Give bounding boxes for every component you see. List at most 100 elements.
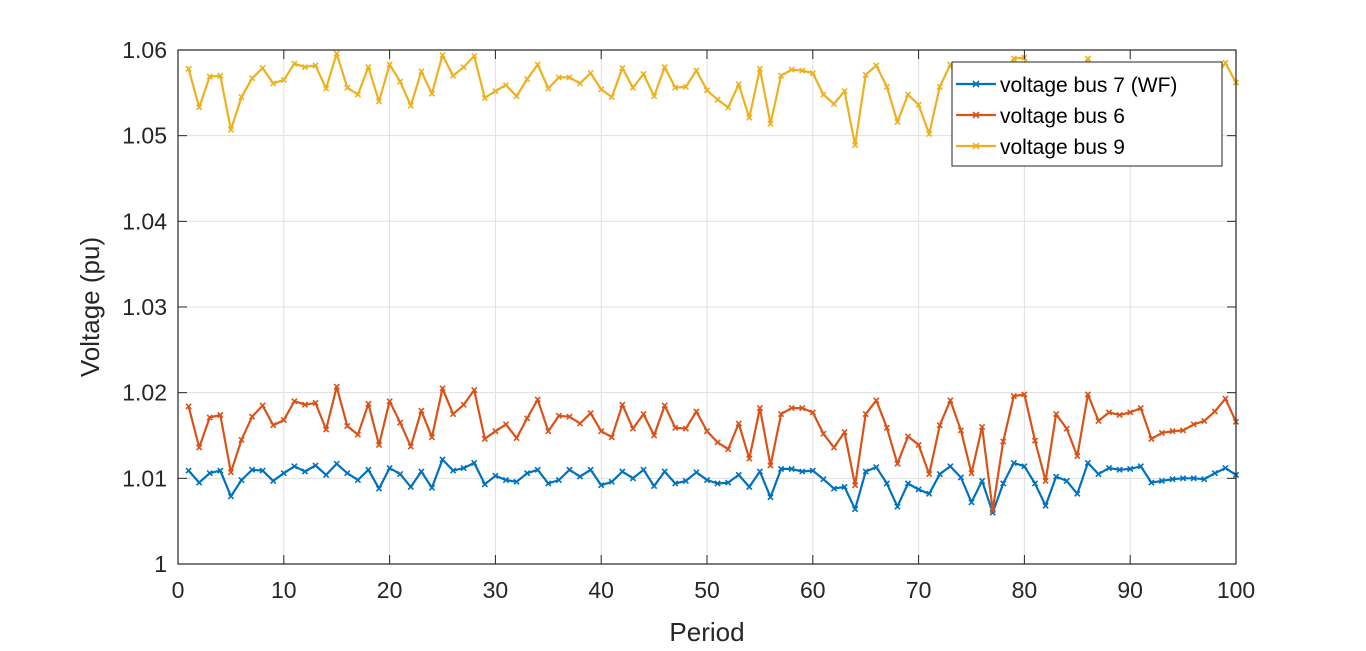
data-point-marker — [322, 85, 330, 92]
data-point-marker — [407, 102, 414, 109]
data-point-marker — [259, 402, 266, 409]
data-point-marker — [672, 424, 679, 431]
data-point-marker — [968, 470, 975, 477]
data-point-marker — [1010, 392, 1017, 400]
data-point-marker — [661, 63, 668, 71]
y-tick-label: 1 — [154, 551, 167, 577]
data-point-marker — [217, 72, 224, 79]
data-point-marker — [724, 479, 732, 486]
data-point-marker — [1148, 435, 1155, 443]
data-point-marker — [915, 101, 922, 108]
data-point-marker — [248, 413, 256, 420]
data-point-marker — [746, 455, 753, 462]
data-point-marker — [714, 96, 721, 103]
data-point-marker — [608, 478, 615, 485]
data-point-marker — [735, 420, 742, 427]
data-point-marker — [217, 467, 224, 474]
data-point-marker — [619, 468, 626, 475]
data-point-marker — [545, 85, 552, 92]
data-point-marker — [915, 441, 922, 449]
data-point-marker — [1084, 391, 1092, 398]
data-point-marker — [767, 120, 774, 127]
x-tick-label: 50 — [694, 577, 720, 603]
data-point-marker — [978, 423, 986, 431]
data-point-marker — [894, 460, 901, 467]
data-point-marker — [375, 98, 383, 105]
legend-marker — [972, 111, 980, 119]
data-point-marker — [333, 383, 340, 390]
data-point-marker — [333, 460, 340, 467]
data-point-marker — [650, 482, 658, 490]
data-point-marker — [830, 485, 838, 492]
data-point-marker — [1010, 55, 1017, 62]
data-point-marker — [460, 63, 467, 71]
data-point-marker — [534, 61, 541, 68]
data-point-marker — [1158, 477, 1166, 485]
series-line — [187, 458, 1237, 514]
data-point-marker — [301, 401, 309, 408]
data-point-marker — [1179, 475, 1187, 482]
data-point-marker — [375, 485, 383, 492]
data-point-marker — [523, 415, 531, 422]
data-point-marker — [248, 75, 256, 82]
data-point-marker — [735, 81, 742, 88]
x-tick-label: 40 — [588, 577, 614, 603]
data-point-marker — [344, 422, 351, 430]
data-point-marker — [682, 425, 690, 432]
data-point-marker — [481, 435, 488, 443]
legend-label: voltage bus 9 — [1000, 136, 1125, 159]
data-point-marker — [1052, 410, 1060, 418]
data-point-marker — [851, 141, 859, 149]
data-point-marker — [682, 477, 690, 485]
data-point-marker — [904, 480, 912, 487]
data-point-marker — [1201, 476, 1208, 483]
data-point-marker — [439, 456, 446, 463]
data-point-marker — [799, 67, 806, 74]
data-point-marker — [735, 471, 742, 479]
data-point-marker — [1095, 470, 1102, 478]
data-point-marker — [777, 72, 785, 79]
data-point-marker — [386, 464, 393, 472]
data-point-marker — [1127, 409, 1134, 416]
y-tick-label: 1.02 — [122, 380, 167, 406]
data-point-marker — [206, 73, 213, 80]
data-point-marker — [1074, 452, 1081, 460]
data-point-marker — [894, 118, 901, 126]
data-point-marker — [799, 404, 806, 412]
data-point-marker — [661, 468, 668, 475]
data-point-marker — [1010, 459, 1017, 467]
data-point-marker — [629, 84, 637, 91]
data-point-marker — [724, 446, 732, 453]
data-point-marker — [185, 467, 192, 474]
data-point-marker — [629, 425, 637, 432]
data-series — [185, 50, 1240, 516]
data-point-marker — [576, 80, 584, 87]
legend-marker — [972, 142, 980, 150]
data-point-marker — [481, 481, 488, 488]
data-point-marker — [248, 466, 256, 473]
data-point-marker — [566, 413, 573, 420]
data-point-marker — [746, 114, 753, 121]
data-point-marker — [259, 64, 266, 72]
data-point-marker — [978, 477, 986, 485]
data-point-marker — [619, 64, 626, 72]
data-point-marker — [777, 410, 785, 418]
data-point-marker — [693, 67, 700, 74]
data-point-marker — [1021, 391, 1028, 398]
data-point-marker — [682, 83, 690, 91]
data-point-marker — [714, 480, 721, 487]
data-point-marker — [873, 464, 880, 471]
data-point-marker — [375, 441, 383, 449]
data-point-marker — [1084, 55, 1092, 62]
data-point-marker — [280, 470, 287, 477]
data-point-marker — [322, 426, 330, 433]
data-point-marker — [555, 412, 563, 419]
data-point-marker — [344, 470, 351, 477]
data-point-marker — [703, 428, 711, 435]
data-point-marker — [280, 416, 287, 424]
legend-label: voltage bus 6 — [1000, 105, 1125, 128]
data-point-marker — [227, 469, 235, 476]
data-point-marker — [904, 91, 912, 98]
data-point-marker — [841, 428, 848, 436]
